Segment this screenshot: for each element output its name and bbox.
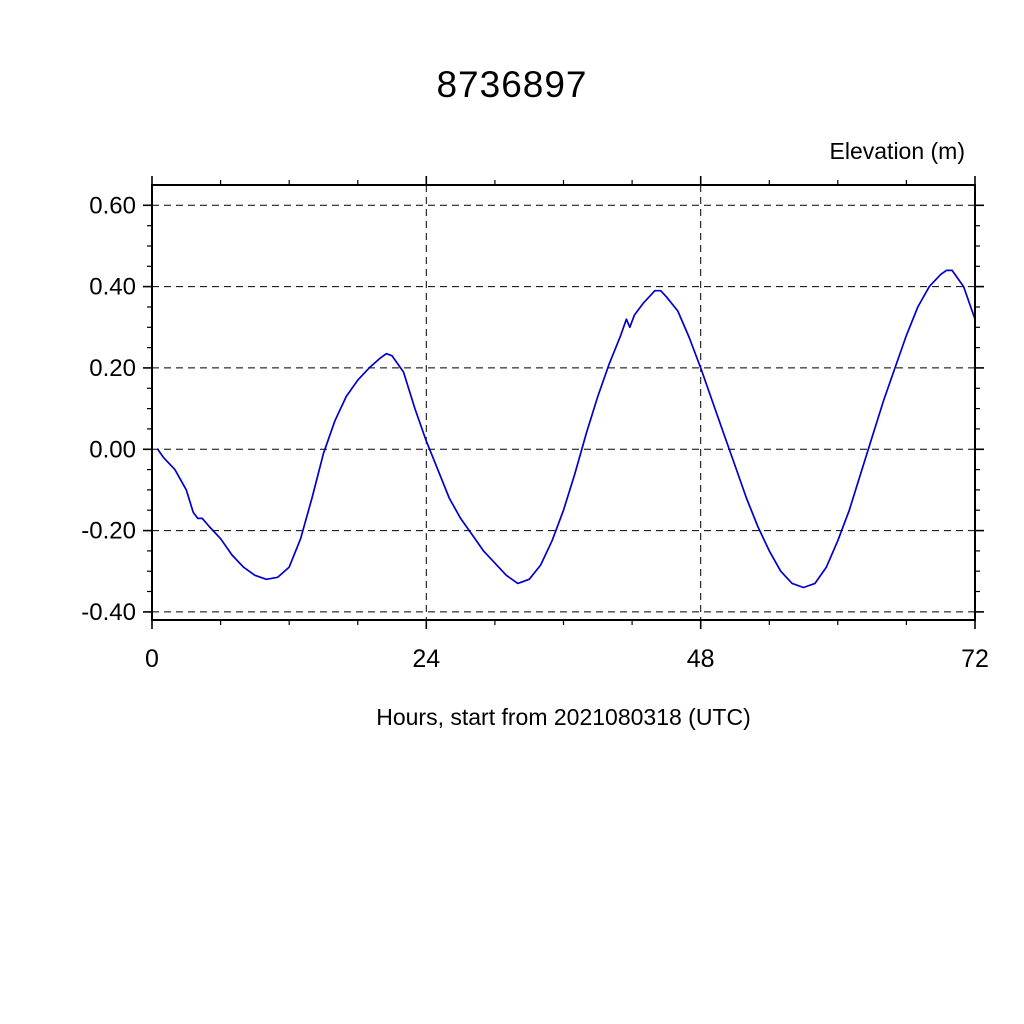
tide-elevation-chart: 0 24 48 72 -0.40 -0.20 0.00 0.20 0.40 0.60 [81, 176, 989, 673]
x-tick-label: 72 [961, 645, 989, 673]
y-tick-label: 0.40 [89, 274, 136, 301]
x-tick-label: 0 [145, 645, 159, 673]
x-tick-label: 48 [687, 645, 715, 673]
plot-frame [151, 184, 976, 621]
y-tick-label: 0.00 [89, 436, 136, 463]
elevation-curve [156, 269, 976, 589]
y-axis-title: Elevation (m) [829, 138, 965, 164]
y-tick-label: 0.60 [89, 192, 136, 219]
y-tick-label: 0.20 [89, 355, 136, 382]
x-tick-label: 24 [412, 645, 440, 673]
y-tick-label: -0.40 [81, 599, 136, 626]
y-tick-label: -0.20 [81, 518, 136, 545]
x-axis-title: Hours, start from 2021080318 (UTC) [376, 704, 751, 730]
chart-title: 8736897 [436, 64, 588, 105]
